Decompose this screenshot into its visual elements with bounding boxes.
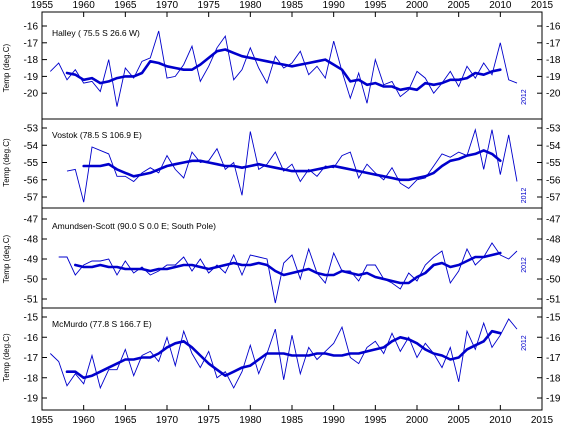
panel-2: -53 -53 -54 -54 -55 -55 -56 -56 -57 -57 Temp (deg.…: [2, 124, 561, 209]
y-tick-label-left: -19: [24, 72, 39, 83]
y-tick-label-right: -51: [546, 295, 561, 306]
y-tick-label-left: -15: [24, 313, 39, 324]
y-tick-label-right: -20: [546, 89, 561, 100]
station-title: Halley ( 75.5 S 26.6 W): [52, 28, 140, 38]
y-tick-label-left: -17: [24, 38, 39, 49]
y-tick-label-right: -57: [546, 193, 561, 204]
y-tick-label-right: -47: [546, 215, 561, 226]
x-tick-label-bottom: 1990: [323, 415, 346, 426]
y-tick-label-left: -20: [24, 89, 39, 100]
y-tick-label-left: -55: [24, 158, 39, 169]
y-tick-label-left: -50: [24, 275, 39, 286]
y-tick-label-left: -53: [24, 124, 39, 135]
y-tick-label-left: -51: [24, 295, 39, 306]
x-tick-label-bottom: 1975: [198, 415, 221, 426]
x-tick-label-bottom: 1995: [364, 415, 387, 426]
y-axis-label: Temp (deg.C): [2, 234, 11, 283]
x-tick-label-top: 1985: [281, 0, 304, 11]
smoothed-series-line: [65, 48, 502, 92]
y-tick-label-right: -17: [546, 38, 561, 49]
smoothed-series-line: [74, 251, 502, 285]
y-tick-label-right: -56: [546, 175, 561, 186]
x-tick-label-top: 1980: [239, 0, 262, 11]
x-tick-label-top: 1990: [323, 0, 346, 11]
x-tick-label-top: 1970: [156, 0, 179, 11]
x-tick-label-top: 1975: [198, 0, 221, 11]
x-tick-label-bottom: 1980: [239, 415, 262, 426]
y-tick-label-left: -57: [24, 193, 39, 204]
y-tick-label-right: -16: [546, 333, 561, 344]
y-tick-label-right: -48: [546, 235, 561, 246]
x-tick-label-bottom: 2005: [448, 415, 471, 426]
y-tick-label-right: -53: [546, 124, 561, 135]
y-tick-label-right: -18: [546, 55, 561, 66]
x-tick-label-top: 1965: [114, 0, 137, 11]
y-tick-label-left: -48: [24, 235, 39, 246]
x-tick-label-bottom: 2010: [489, 415, 512, 426]
annual-series-line: [66, 127, 518, 203]
x-tick-label-top: 1995: [364, 0, 387, 11]
x-tick-label-top: 2010: [489, 0, 512, 11]
end-year-label: 2012: [521, 335, 528, 351]
end-year-label: 2012: [521, 257, 528, 273]
annual-series-line: [58, 242, 518, 304]
y-tick-label-left: -17: [24, 353, 39, 364]
x-tick-label-top: 2015: [531, 0, 554, 11]
y-tick-label-left: -54: [24, 141, 39, 152]
x-tick-label-top: 1955: [31, 0, 54, 11]
y-tick-label-right: -15: [546, 313, 561, 324]
x-tick-label-bottom: 1955: [31, 415, 54, 426]
x-tick-label-top: 2000: [406, 0, 429, 11]
y-axis-label: Temp (deg.C): [2, 43, 11, 92]
x-tick-label-bottom: 1985: [281, 415, 304, 426]
panel-3: -47 -47 -48 -48 -49 -49 -50 -50 -51 -51 Temp (deg.…: [2, 215, 561, 309]
y-tick-label-left: -49: [24, 255, 39, 266]
end-year-label: 2012: [521, 89, 528, 105]
end-year-label: 2012: [521, 188, 528, 204]
y-tick-label-right: -54: [546, 141, 561, 152]
y-tick-label-left: -16: [24, 22, 39, 33]
y-tick-label-left: -56: [24, 175, 39, 186]
x-tick-label-bottom: 1960: [73, 415, 96, 426]
y-axis-label: Temp (deg.C): [2, 333, 11, 382]
x-tick-label-top: 2005: [448, 0, 471, 11]
annual-series-line: [49, 30, 518, 107]
x-tick-label-bottom: 1970: [156, 415, 179, 426]
y-tick-label-right: -17: [546, 353, 561, 364]
y-tick-label-right: -16: [546, 22, 561, 33]
panel-4: -15 -15 -16 -16 -17 -17 -18 -18 -19 -19 Temp (deg.…: [2, 313, 561, 405]
y-tick-label-right: -49: [546, 255, 561, 266]
x-tick-label-top: 1960: [73, 0, 96, 11]
y-tick-label-left: -16: [24, 333, 39, 344]
smoothed-series-line: [82, 149, 502, 182]
x-tick-label-bottom: 1965: [114, 415, 137, 426]
station-title: Vostok (78.5 S 106.9 E): [52, 130, 142, 140]
panel-1: -16 -16 -17 -17 -18 -18 -19 -19 -20 -20 Temp (deg.…: [2, 22, 561, 120]
x-tick-label-bottom: 2000: [406, 415, 429, 426]
y-tick-label-left: -19: [24, 394, 39, 405]
y-tick-label-right: -55: [546, 158, 561, 169]
y-tick-label-right: -19: [546, 394, 561, 405]
y-tick-label-left: -18: [24, 55, 39, 66]
station-title: Amundsen-Scott (90.0 S 0.0 E; South Pole…: [52, 221, 216, 231]
smoothed-series-line: [65, 329, 502, 380]
y-tick-label-right: -19: [546, 72, 561, 83]
station-title: McMurdo (77.8 S 166.7 E): [52, 319, 152, 329]
y-tick-label-left: -18: [24, 373, 39, 384]
y-tick-label-right: -50: [546, 275, 561, 286]
annual-series-line: [49, 318, 518, 390]
y-axis-label: Temp (deg.C): [2, 138, 11, 187]
y-tick-label-right: -18: [546, 373, 561, 384]
y-tick-label-left: -47: [24, 215, 39, 226]
x-tick-label-bottom: 2015: [531, 415, 554, 426]
